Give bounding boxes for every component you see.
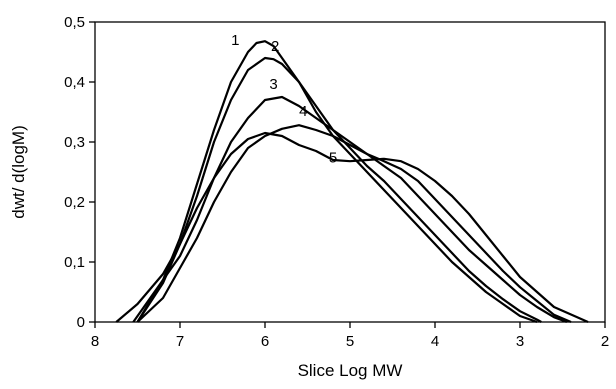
axes: 0 0,1 0,2 0,3 0,4 0,5 8 7 6 5 4 3 2 (64, 14, 609, 350)
series-line-2 (136, 56, 542, 323)
series-label-5: 5 (329, 149, 337, 166)
x-tick-label: 5 (346, 333, 354, 350)
series-line-5 (115, 131, 589, 324)
x-tick-label: 7 (176, 333, 184, 350)
y-tick-label: 0,1 (64, 254, 85, 271)
x-tick-label: 6 (261, 333, 269, 350)
series-line-1 (136, 40, 538, 324)
y-axis-title: dwt/ d(logM) (9, 125, 28, 219)
series-label-2: 2 (271, 38, 279, 55)
x-tick-label: 3 (516, 333, 524, 350)
series-line-3 (132, 95, 568, 324)
plot-frame (94, 21, 606, 323)
series-line-4 (136, 124, 572, 324)
x-tick-label: 4 (431, 333, 439, 350)
y-tick-label: 0,2 (64, 194, 85, 211)
x-tick-label: 8 (91, 333, 99, 350)
series-label-1: 1 (231, 32, 239, 49)
x-tick-label: 2 (601, 333, 609, 350)
curves (115, 40, 589, 324)
y-tick-label: 0,5 (64, 14, 85, 31)
series-label-3: 3 (269, 76, 277, 93)
series-labels: 1 2 3 4 5 (231, 32, 337, 167)
x-axis-title: Slice Log MW (298, 361, 403, 380)
y-tick-label: 0,4 (64, 74, 85, 91)
y-tick-label: 0,3 (64, 134, 85, 151)
y-tick-label: 0 (77, 314, 85, 331)
series-label-4: 4 (299, 103, 307, 120)
